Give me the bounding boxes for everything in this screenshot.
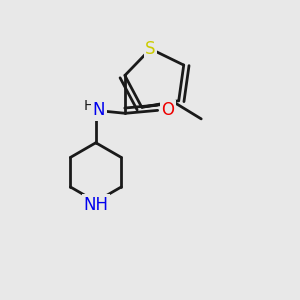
Text: O: O <box>161 101 175 119</box>
Text: S: S <box>145 40 156 58</box>
Text: NH: NH <box>83 196 108 214</box>
Text: N: N <box>92 101 105 119</box>
Text: H: H <box>83 99 94 113</box>
